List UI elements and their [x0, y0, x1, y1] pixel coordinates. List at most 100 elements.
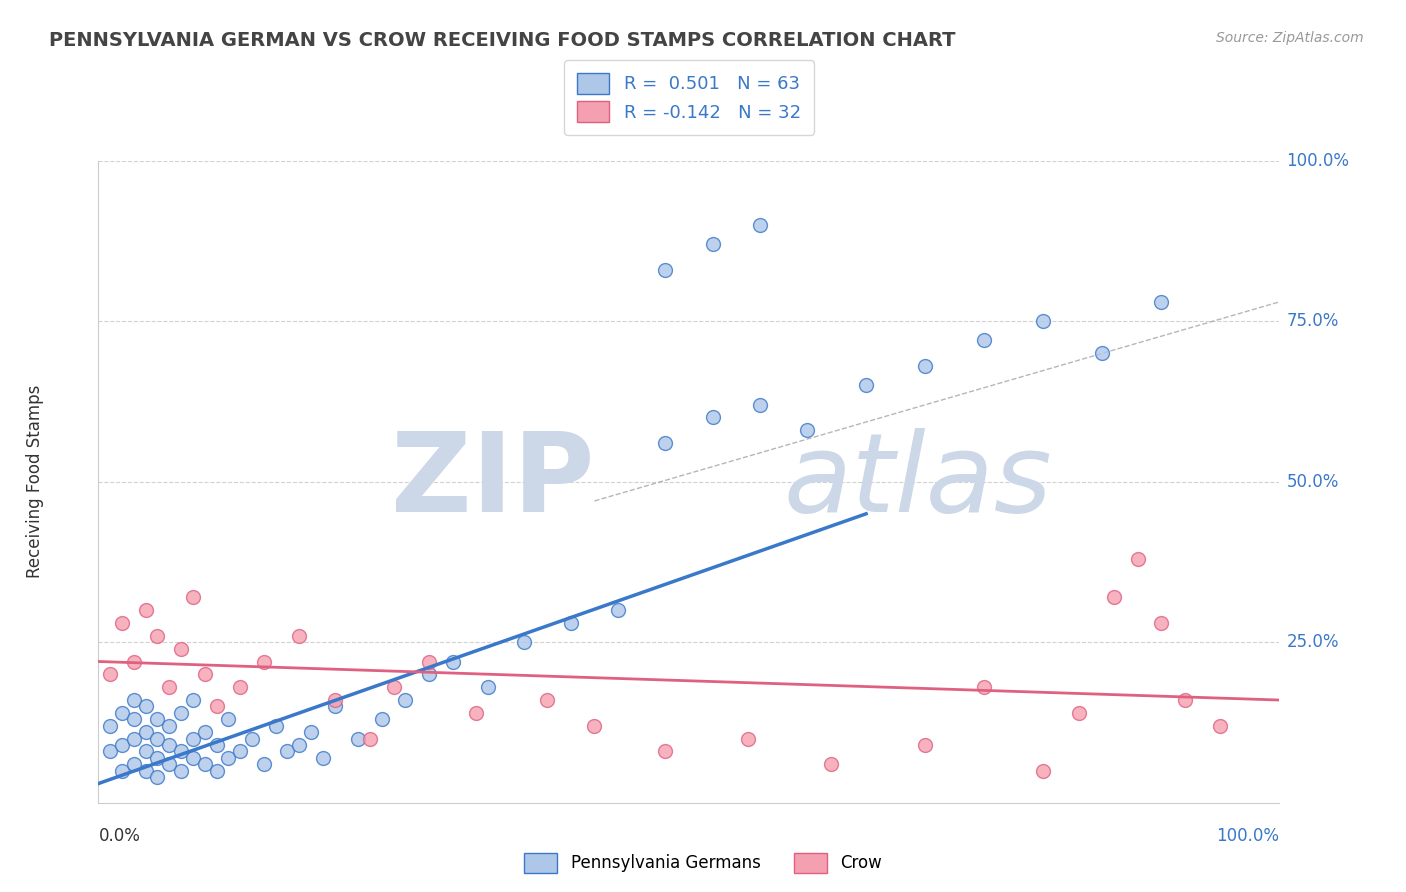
Text: 0.0%: 0.0% [98, 828, 141, 846]
Point [1032, 764, 1054, 778]
Point [1067, 706, 1090, 720]
Point [702, 237, 724, 252]
Point [122, 731, 145, 746]
Point [1150, 294, 1173, 309]
Text: 75.0%: 75.0% [1286, 312, 1339, 330]
Point [181, 591, 204, 605]
Point [122, 693, 145, 707]
Point [146, 629, 169, 643]
Point [418, 667, 440, 681]
Point [240, 731, 263, 746]
Point [194, 757, 217, 772]
Point [973, 334, 995, 348]
Point [288, 738, 311, 752]
Legend: Pennsylvania Germans, Crow: Pennsylvania Germans, Crow [517, 847, 889, 880]
Point [441, 655, 464, 669]
Point [465, 706, 488, 720]
Point [217, 751, 239, 765]
Point [135, 725, 157, 739]
Point [229, 680, 252, 694]
Point [98, 719, 121, 733]
Point [157, 719, 180, 733]
Point [536, 693, 558, 707]
Point [347, 731, 370, 746]
Point [1102, 591, 1125, 605]
Point [1150, 615, 1173, 630]
Text: 100.0%: 100.0% [1216, 828, 1279, 846]
Point [382, 680, 405, 694]
Point [122, 757, 145, 772]
Point [583, 719, 606, 733]
Point [157, 680, 180, 694]
Point [146, 731, 169, 746]
Point [181, 693, 204, 707]
Point [264, 719, 287, 733]
Point [98, 667, 121, 681]
Point [299, 725, 322, 739]
Point [323, 693, 346, 707]
Point [253, 757, 276, 772]
Text: 25.0%: 25.0% [1286, 633, 1339, 651]
Point [157, 757, 180, 772]
Text: ZIP: ZIP [391, 428, 595, 535]
Point [217, 712, 239, 726]
Point [122, 712, 145, 726]
Point [146, 712, 169, 726]
Point [170, 744, 193, 758]
Point [748, 398, 770, 412]
Point [323, 699, 346, 714]
Point [820, 757, 842, 772]
Point [146, 751, 169, 765]
Point [1209, 719, 1232, 733]
Point [512, 635, 534, 649]
Point [194, 725, 217, 739]
Point [111, 738, 134, 752]
Point [135, 699, 157, 714]
Point [737, 731, 759, 746]
Point [796, 423, 818, 437]
Point [229, 744, 252, 758]
Text: 100.0%: 100.0% [1286, 152, 1350, 169]
Point [654, 744, 676, 758]
Point [111, 615, 134, 630]
Point [748, 218, 770, 232]
Point [973, 680, 995, 694]
Point [1032, 314, 1054, 328]
Point [135, 764, 157, 778]
Point [702, 410, 724, 425]
Text: atlas: atlas [783, 428, 1052, 535]
Point [181, 751, 204, 765]
Point [253, 655, 276, 669]
Point [394, 693, 416, 707]
Point [170, 764, 193, 778]
Point [654, 262, 676, 277]
Point [560, 615, 582, 630]
Point [157, 738, 180, 752]
Text: Source: ZipAtlas.com: Source: ZipAtlas.com [1216, 31, 1364, 45]
Legend: R =  0.501   N = 63, R = -0.142   N = 32: R = 0.501 N = 63, R = -0.142 N = 32 [564, 61, 814, 135]
Point [1091, 346, 1114, 360]
Point [98, 744, 121, 758]
Point [205, 699, 228, 714]
Point [135, 744, 157, 758]
Point [276, 744, 298, 758]
Text: 50.0%: 50.0% [1286, 473, 1339, 491]
Text: PENNSYLVANIA GERMAN VS CROW RECEIVING FOOD STAMPS CORRELATION CHART: PENNSYLVANIA GERMAN VS CROW RECEIVING FO… [49, 31, 956, 50]
Point [111, 764, 134, 778]
Text: Receiving Food Stamps: Receiving Food Stamps [27, 385, 44, 578]
Point [914, 738, 936, 752]
Point [1126, 551, 1149, 566]
Point [205, 764, 228, 778]
Point [654, 436, 676, 450]
Point [194, 667, 217, 681]
Point [1174, 693, 1197, 707]
Point [170, 706, 193, 720]
Point [135, 603, 157, 617]
Point [914, 359, 936, 373]
Point [181, 731, 204, 746]
Point [477, 680, 499, 694]
Point [359, 731, 381, 746]
Point [170, 641, 193, 656]
Point [371, 712, 394, 726]
Point [288, 629, 311, 643]
